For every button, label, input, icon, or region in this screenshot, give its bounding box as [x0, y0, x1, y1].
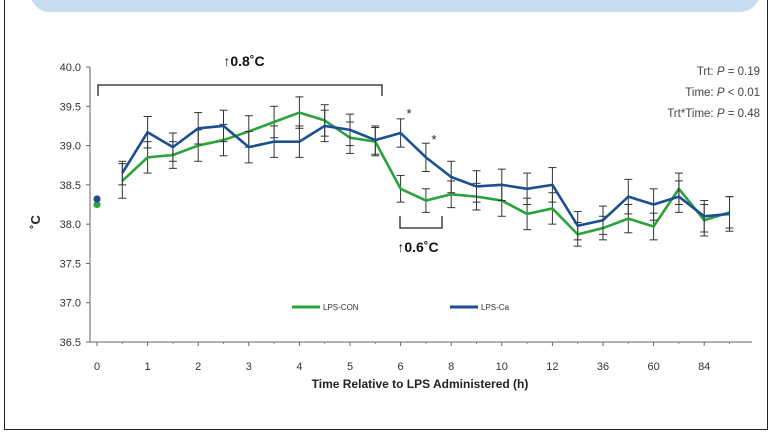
- y-tick-label: 38.0: [60, 219, 81, 231]
- significance-star-2: *: [431, 132, 436, 147]
- annotation-0-6: ↑0.6˚C: [397, 239, 438, 255]
- baseline-point: [93, 195, 101, 203]
- x-tick-label: 1: [145, 361, 151, 373]
- legend-label-lps-ca: LPS-Ca: [481, 303, 510, 312]
- stats-time: Time: P < 0.01: [685, 87, 760, 99]
- x-tick-label: 3: [246, 361, 252, 373]
- y-tick-label: 40.0: [60, 62, 81, 74]
- legend-label-lps-con: LPS-CON: [323, 303, 359, 312]
- y-tick-label: 38.5: [60, 180, 81, 192]
- x-tick-label: 4: [296, 361, 302, 373]
- x-tick-label: 2: [195, 361, 201, 373]
- series-lps-con: [93, 96, 734, 247]
- x-tick-label: 10: [496, 361, 508, 373]
- chart-frame: [4, 0, 768, 430]
- stats-text: Trt: P = 0.19 Time: P < 0.01 Trt*Time: P…: [667, 66, 760, 120]
- series-line: [121, 124, 730, 228]
- series-lps-ca: [93, 109, 734, 241]
- x-axis-ticks: 0 1 2 3 4 5 6 8 10 12 36 60 84: [94, 342, 730, 373]
- bracket-0-6: [399, 216, 443, 229]
- y-tick-label: 37.5: [60, 258, 81, 270]
- x-axis-label: Time Relative to LPS Administered (h): [312, 377, 529, 391]
- annotation-0-8: ↑0.8˚C: [223, 53, 264, 69]
- series-layer: [93, 96, 734, 247]
- annotation-layer: ↑0.8˚C ↑0.6˚C * *: [97, 53, 443, 255]
- y-tick-label: 36.5: [60, 337, 81, 349]
- significance-star-1: *: [406, 106, 411, 121]
- x-tick-label: 12: [546, 361, 558, 373]
- y-axis-label: ˚C: [28, 215, 43, 229]
- x-tick-label: 84: [698, 361, 710, 373]
- series-line: [121, 111, 730, 236]
- x-tick-label: 6: [398, 361, 404, 373]
- x-tick-label: 60: [647, 361, 659, 373]
- stats-trt-time: Trt*Time: P = 0.48: [667, 108, 760, 120]
- y-tick-label: 39.5: [60, 101, 81, 113]
- stats-trt: Trt: P = 0.19: [697, 66, 760, 78]
- y-axis-ticks: 36.5 37.0 37.5 38.0 38.5 39.0 39.5 40.0: [60, 62, 90, 349]
- axes: [89, 67, 752, 343]
- y-tick-label: 37.0: [60, 298, 81, 310]
- x-tick-label: 0: [94, 361, 100, 373]
- x-tick-label: 8: [448, 361, 454, 373]
- x-tick-label: 36: [597, 361, 609, 373]
- y-tick-label: 39.0: [60, 141, 81, 153]
- header-banner: [30, 0, 760, 12]
- baseline-point: [93, 200, 101, 209]
- bracket-0-8: [97, 84, 383, 96]
- x-tick-label: 5: [347, 361, 353, 373]
- legend: LPS-CON LPS-Ca: [292, 303, 510, 312]
